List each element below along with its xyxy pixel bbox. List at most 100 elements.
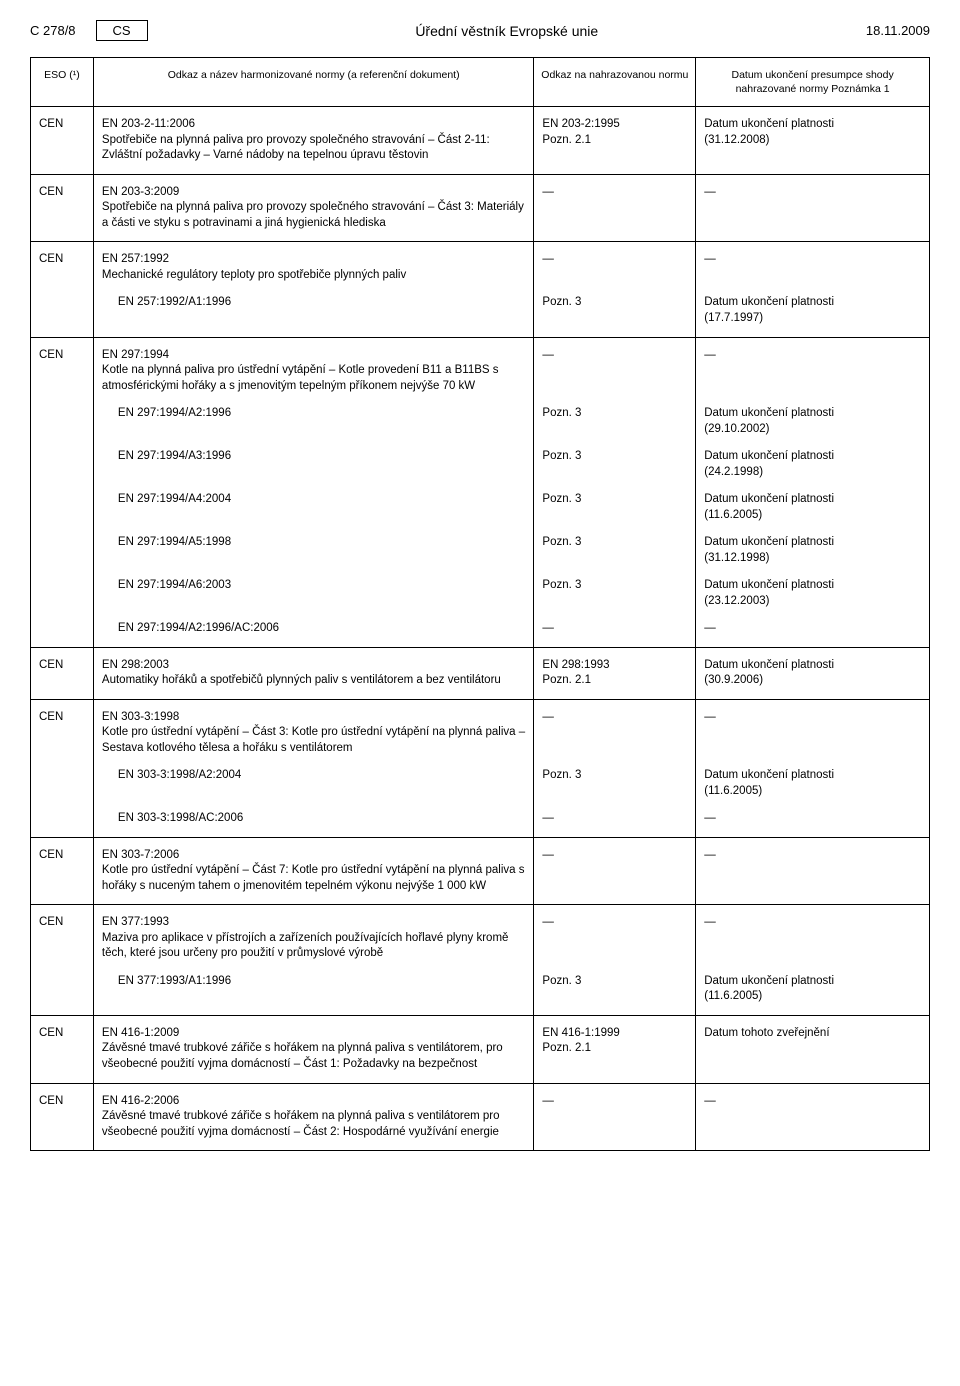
date-cell: Datum ukončení platnosti (11.6.2005) — [696, 762, 930, 805]
date-cell: Datum ukončení platnosti (31.12.1998) — [696, 529, 930, 572]
superseded-cell: — — [534, 615, 696, 647]
superseded-cell: — — [534, 837, 696, 905]
superseded-cell: Pozn. 3 — [534, 486, 696, 529]
superseded-cell: Pozn. 3 — [534, 529, 696, 572]
superseded-cell: — — [534, 699, 696, 762]
reference-cell: EN 297:1994/A5:1998 — [93, 529, 534, 572]
table-row: CENEN 303-3:1998 Kotle pro ústřední vytá… — [31, 699, 930, 762]
date-cell: — — [696, 805, 930, 837]
superseded-cell: Pozn. 3 — [534, 968, 696, 1016]
reference-cell: EN 297:1994/A4:2004 — [93, 486, 534, 529]
reference-cell: EN 303-3:1998 Kotle pro ústřední vytápěn… — [93, 699, 534, 762]
col-header-sup: Odkaz na nahrazovanou normu — [534, 58, 696, 107]
eso-cell: CEN — [31, 837, 94, 905]
date-cell: — — [696, 242, 930, 290]
reference-cell: EN 203-3:2009 Spotřebiče na plynná paliv… — [93, 174, 534, 242]
date-cell: — — [696, 1083, 930, 1151]
table-body: CENEN 203-2-11:2006 Spotřebiče na plynná… — [31, 107, 930, 1151]
reference-cell: EN 377:1993 Maziva pro aplikace v přístr… — [93, 905, 534, 968]
reference-cell: EN 303-3:1998/A2:2004 — [93, 762, 534, 805]
table-row: EN 297:1994/A3:1996Pozn. 3Datum ukončení… — [31, 443, 930, 486]
superseded-cell: Pozn. 3 — [534, 443, 696, 486]
table-row: EN 377:1993/A1:1996Pozn. 3Datum ukončení… — [31, 968, 930, 1016]
reference-cell: EN 257:1992/A1:1996 — [93, 289, 534, 337]
col-header-ref: Odkaz a název harmonizované normy (a ref… — [93, 58, 534, 107]
table-row: EN 297:1994/A4:2004Pozn. 3Datum ukončení… — [31, 486, 930, 529]
superseded-cell: Pozn. 3 — [534, 762, 696, 805]
eso-cell: CEN — [31, 647, 94, 699]
eso-cell: CEN — [31, 905, 94, 1016]
superseded-cell: EN 416-1:1999 Pozn. 2.1 — [534, 1015, 696, 1083]
table-row: CENEN 377:1993 Maziva pro aplikace v pří… — [31, 905, 930, 968]
eso-cell: CEN — [31, 107, 94, 175]
reference-cell: EN 257:1992 Mechanické regulátory teplot… — [93, 242, 534, 290]
date-cell: Datum ukončení platnosti (31.12.2008) — [696, 107, 930, 175]
reference-cell: EN 297:1994/A2:1996/AC:2006 — [93, 615, 534, 647]
reference-cell: EN 303-3:1998/AC:2006 — [93, 805, 534, 837]
reference-cell: EN 377:1993/A1:1996 — [93, 968, 534, 1016]
superseded-cell: — — [534, 1083, 696, 1151]
date-cell: Datum ukončení platnosti (30.9.2006) — [696, 647, 930, 699]
table-row: CENEN 297:1994 Kotle na plynná paliva pr… — [31, 337, 930, 400]
date-cell: Datum ukončení platnosti (29.10.2002) — [696, 400, 930, 443]
date-cell: — — [696, 905, 930, 968]
col-header-eso: ESO (¹) — [31, 58, 94, 107]
table-row: EN 303-3:1998/A2:2004Pozn. 3Datum ukonče… — [31, 762, 930, 805]
reference-cell: EN 203-2-11:2006 Spotřebiče na plynná pa… — [93, 107, 534, 175]
superseded-cell: — — [534, 805, 696, 837]
superseded-cell: Pozn. 3 — [534, 289, 696, 337]
date-cell: — — [696, 174, 930, 242]
reference-cell: EN 297:1994 Kotle na plynná paliva pro ú… — [93, 337, 534, 400]
date-cell: Datum tohoto zveřejnění — [696, 1015, 930, 1083]
date-cell: Datum ukončení platnosti (24.2.1998) — [696, 443, 930, 486]
page-header: C 278/8 CS Úřední věstník Evropské unie … — [30, 20, 930, 41]
reference-cell: EN 416-2:2006 Závěsné tmavé trubkové zář… — [93, 1083, 534, 1151]
eso-cell: CEN — [31, 1083, 94, 1151]
superseded-cell: EN 298:1993 Pozn. 2.1 — [534, 647, 696, 699]
reference-cell: EN 303-7:2006 Kotle pro ústřední vytápěn… — [93, 837, 534, 905]
table-row: CENEN 298:2003 Automatiky hořáků a spotř… — [31, 647, 930, 699]
table-row: CENEN 416-2:2006 Závěsné tmavé trubkové … — [31, 1083, 930, 1151]
table-row: CENEN 203-3:2009 Spotřebiče na plynná pa… — [31, 174, 930, 242]
table-row: EN 297:1994/A5:1998Pozn. 3Datum ukončení… — [31, 529, 930, 572]
date-cell: — — [696, 615, 930, 647]
reference-cell: EN 416-1:2009 Závěsné tmavé trubkové zář… — [93, 1015, 534, 1083]
eso-cell: CEN — [31, 1015, 94, 1083]
table-row: EN 303-3:1998/AC:2006—— — [31, 805, 930, 837]
table-row: CENEN 303-7:2006 Kotle pro ústřední vytá… — [31, 837, 930, 905]
language-box: CS — [96, 20, 148, 41]
journal-title: Úřední věstník Evropské unie — [148, 23, 866, 39]
superseded-cell: Pozn. 3 — [534, 572, 696, 615]
superseded-cell: Pozn. 3 — [534, 400, 696, 443]
superseded-cell: — — [534, 337, 696, 400]
header-left: C 278/8 CS — [30, 20, 148, 41]
reference-cell: EN 298:2003 Automatiky hořáků a spotřebi… — [93, 647, 534, 699]
superseded-cell: — — [534, 242, 696, 290]
table-row: EN 297:1994/A2:1996/AC:2006—— — [31, 615, 930, 647]
eso-cell: CEN — [31, 337, 94, 647]
table-row: EN 297:1994/A2:1996Pozn. 3Datum ukončení… — [31, 400, 930, 443]
date-cell: — — [696, 837, 930, 905]
table-header-row: ESO (¹) Odkaz a název harmonizované norm… — [31, 58, 930, 107]
date-cell: Datum ukončení platnosti (17.7.1997) — [696, 289, 930, 337]
superseded-cell: — — [534, 905, 696, 968]
table-row: EN 257:1992/A1:1996Pozn. 3Datum ukončení… — [31, 289, 930, 337]
superseded-cell: — — [534, 174, 696, 242]
table-row: CENEN 257:1992 Mechanické regulátory tep… — [31, 242, 930, 290]
eso-cell: CEN — [31, 242, 94, 337]
table-row: CENEN 203-2-11:2006 Spotřebiče na plynná… — [31, 107, 930, 175]
reference-cell: EN 297:1994/A3:1996 — [93, 443, 534, 486]
reference-cell: EN 297:1994/A6:2003 — [93, 572, 534, 615]
date-cell: Datum ukončení platnosti (11.6.2005) — [696, 968, 930, 1016]
date-cell: — — [696, 337, 930, 400]
date-cell: Datum ukončení platnosti (11.6.2005) — [696, 486, 930, 529]
date-cell: Datum ukončení platnosti (23.12.2003) — [696, 572, 930, 615]
publication-date: 18.11.2009 — [866, 23, 930, 38]
page-reference: C 278/8 — [30, 23, 76, 38]
eso-cell: CEN — [31, 699, 94, 837]
superseded-cell: EN 203-2:1995 Pozn. 2.1 — [534, 107, 696, 175]
table-row: EN 297:1994/A6:2003Pozn. 3Datum ukončení… — [31, 572, 930, 615]
col-header-date: Datum ukončení presumpce shody nahrazova… — [696, 58, 930, 107]
date-cell: — — [696, 699, 930, 762]
table-row: CENEN 416-1:2009 Závěsné tmavé trubkové … — [31, 1015, 930, 1083]
